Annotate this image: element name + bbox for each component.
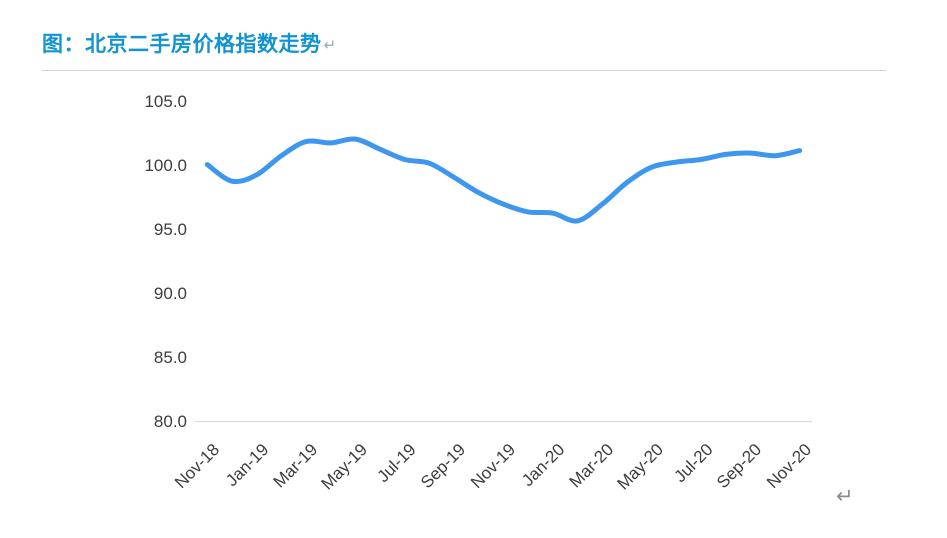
y-axis-tick-label: 95.0 [153, 219, 187, 239]
y-axis-tick-label: 105.0 [144, 92, 187, 111]
price-index-chart[interactable]: 105.0 100.0 95.0 90.0 85.0 80.0 Nov-18 Jan-19 M… [0, 76, 947, 516]
page-title: 图：北京二手房价格指数走势 ↵ [42, 28, 337, 58]
paragraph-return-icon: ↵ [323, 37, 337, 54]
y-axis-tick-label: 85.0 [153, 347, 187, 367]
title-divider [42, 70, 886, 71]
y-axis-tick-label: 90.0 [153, 283, 187, 303]
price-index-chart-canvas [195, 136, 812, 423]
document-return-icon: ↵ [836, 485, 854, 508]
y-axis-tick-label: 100.0 [144, 155, 187, 175]
page-title-text: 图：北京二手房价格指数走势 [42, 33, 322, 56]
price-trend-line [204, 136, 803, 224]
y-axis-tick-label: 80.0 [153, 411, 187, 431]
